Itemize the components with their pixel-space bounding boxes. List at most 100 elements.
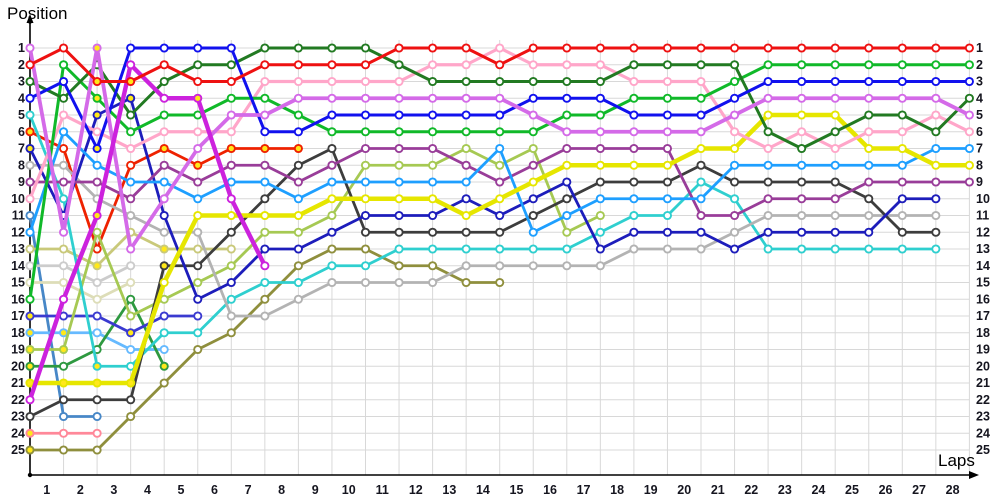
grid — [29, 40, 970, 475]
svg-text:14: 14 — [476, 483, 490, 497]
svg-text:15: 15 — [11, 276, 25, 290]
svg-text:23: 23 — [976, 410, 990, 424]
svg-text:14: 14 — [976, 259, 990, 273]
svg-text:23: 23 — [778, 483, 792, 497]
x-axis-label: Laps — [938, 451, 975, 470]
svg-text:18: 18 — [610, 483, 624, 497]
svg-text:3: 3 — [976, 75, 983, 89]
svg-text:19: 19 — [644, 483, 658, 497]
series-dodger-blue — [25, 127, 974, 237]
y-axis-label: Position — [7, 4, 68, 23]
svg-text:11: 11 — [12, 209, 25, 223]
svg-text:25: 25 — [976, 443, 990, 457]
series-pink — [25, 43, 974, 204]
svg-text:6: 6 — [976, 125, 983, 139]
series-red — [25, 43, 974, 87]
series-green — [25, 60, 974, 304]
svg-text:9: 9 — [976, 175, 983, 189]
svg-text:12: 12 — [11, 225, 25, 239]
svg-text:10: 10 — [11, 192, 25, 206]
svg-text:20: 20 — [11, 359, 25, 373]
svg-text:4: 4 — [18, 91, 25, 105]
svg-text:9: 9 — [18, 175, 25, 189]
svg-text:27: 27 — [912, 483, 926, 497]
svg-text:14: 14 — [11, 259, 25, 273]
series-gray — [25, 160, 941, 321]
svg-text:9: 9 — [312, 483, 319, 497]
svg-text:22: 22 — [744, 483, 758, 497]
svg-text:12: 12 — [409, 483, 423, 497]
series-yellow — [25, 110, 974, 388]
svg-text:8: 8 — [976, 158, 983, 172]
svg-text:11: 11 — [376, 483, 389, 497]
svg-text:16: 16 — [11, 292, 25, 306]
svg-text:5: 5 — [177, 483, 184, 497]
svg-text:8: 8 — [278, 483, 285, 497]
svg-text:1: 1 — [43, 483, 50, 497]
svg-text:7: 7 — [245, 483, 252, 497]
svg-text:16: 16 — [543, 483, 557, 497]
svg-text:28: 28 — [946, 483, 960, 497]
svg-text:4: 4 — [976, 91, 983, 105]
series-olive — [25, 244, 505, 455]
svg-text:20: 20 — [976, 359, 990, 373]
svg-text:5: 5 — [18, 108, 25, 122]
series-purple — [25, 143, 974, 221]
svg-text:1: 1 — [976, 41, 983, 55]
series-magenta — [25, 60, 270, 405]
svg-text:19: 19 — [11, 343, 25, 357]
svg-text:13: 13 — [442, 483, 456, 497]
series-dark-green — [25, 43, 974, 154]
svg-text:25: 25 — [845, 483, 859, 497]
svg-text:3: 3 — [110, 483, 117, 497]
svg-text:4: 4 — [144, 483, 151, 497]
svg-text:11: 11 — [976, 209, 989, 223]
svg-text:7: 7 — [18, 142, 25, 156]
svg-text:13: 13 — [976, 242, 990, 256]
svg-text:7: 7 — [976, 142, 983, 156]
svg-text:17: 17 — [976, 309, 990, 323]
svg-text:6: 6 — [211, 483, 218, 497]
svg-text:24: 24 — [811, 483, 825, 497]
svg-text:23: 23 — [11, 410, 25, 424]
svg-text:17: 17 — [11, 309, 25, 323]
svg-text:2: 2 — [18, 58, 25, 72]
series-salmon — [25, 428, 102, 438]
svg-text:21: 21 — [976, 376, 990, 390]
svg-text:21: 21 — [711, 483, 725, 497]
svg-text:6: 6 — [18, 125, 25, 139]
svg-text:19: 19 — [976, 343, 990, 357]
svg-text:1: 1 — [18, 41, 25, 55]
svg-text:12: 12 — [976, 225, 990, 239]
series-blue — [25, 43, 974, 154]
svg-text:21: 21 — [11, 376, 25, 390]
series-cyan — [25, 110, 941, 371]
svg-text:15: 15 — [510, 483, 524, 497]
svg-text:18: 18 — [11, 326, 25, 340]
svg-text:8: 8 — [18, 158, 25, 172]
svg-text:20: 20 — [677, 483, 691, 497]
svg-text:5: 5 — [976, 108, 983, 122]
svg-text:24: 24 — [976, 426, 990, 440]
svg-text:16: 16 — [976, 292, 990, 306]
svg-text:25: 25 — [11, 443, 25, 457]
svg-text:26: 26 — [879, 483, 893, 497]
svg-text:22: 22 — [976, 393, 990, 407]
series-steel-blue — [25, 210, 102, 422]
svg-text:10: 10 — [976, 192, 990, 206]
svg-text:18: 18 — [976, 326, 990, 340]
svg-text:15: 15 — [976, 276, 990, 290]
svg-text:2: 2 — [77, 483, 84, 497]
svg-text:13: 13 — [11, 242, 25, 256]
series-violet — [25, 43, 974, 254]
svg-text:17: 17 — [577, 483, 591, 497]
svg-text:24: 24 — [11, 426, 25, 440]
svg-text:22: 22 — [11, 393, 25, 407]
series-black — [25, 143, 941, 422]
svg-text:3: 3 — [18, 75, 25, 89]
series-yellow-green — [25, 143, 605, 355]
svg-text:10: 10 — [342, 483, 356, 497]
